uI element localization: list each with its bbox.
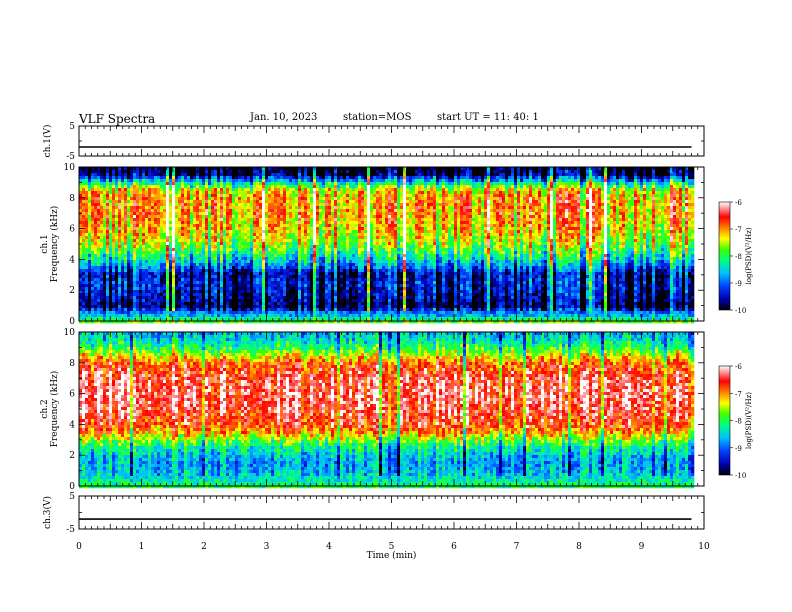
y-tick-label: 10 [64, 163, 76, 173]
x-tick-label: 9 [639, 542, 645, 552]
y-tick-label: 8 [69, 194, 75, 204]
colorbar-tick-label: -8 [735, 253, 742, 261]
y-tick-label: 4 [69, 255, 75, 265]
colorbars: -6 -7 -8 -9 -10 log(PSD)(V²/Hz) -6 -7 -8 -9 -10 log… [718, 199, 753, 480]
x-tick-label: 7 [514, 542, 520, 552]
colorbar-tick-label: -6 [735, 199, 742, 207]
ch1-voltage-ylabel: ch.1(V) [42, 125, 53, 158]
colorbar-tick-label: -10 [735, 472, 746, 480]
axes [78, 125, 705, 530]
x-tick-label: 4 [326, 542, 332, 552]
y-tick-label: 5 [69, 122, 75, 132]
colorbar-tick-label: -10 [735, 307, 746, 315]
ch1-spec-ylabel: ch.1 Frequency (kHz) [40, 206, 60, 283]
ch2-spec-ylabel: ch.2 Frequency (kHz) [40, 371, 60, 448]
colorbar-tick-label: -9 [735, 280, 742, 288]
ch3-voltage-ylabel: ch.3(V) [42, 496, 53, 529]
colorbar-tick-label: -6 [735, 363, 742, 371]
y-tick-label: 10 [64, 328, 76, 338]
x-tick-label: 1 [139, 542, 145, 552]
start-ut-label: start UT = 11: 40: 1 [437, 112, 539, 123]
x-axis-title: Time (min) [367, 550, 417, 561]
x-tick-label: 0 [76, 542, 82, 552]
y-tick-label: -5 [66, 152, 75, 162]
colorbar-tick-label: -9 [735, 445, 742, 453]
colorbar-tick-label: -7 [735, 390, 742, 398]
y-tick-label: 8 [69, 359, 75, 369]
y-tick-label: 6 [69, 390, 75, 400]
ch1-colorbar: -6 -7 -8 -9 -10 log(PSD)(V²/Hz) [718, 199, 753, 315]
x-tick-label: 2 [201, 542, 207, 552]
station-label: station=MOS [343, 112, 411, 123]
ch2-spectrogram-image [79, 332, 695, 489]
y-tick-label: 6 [69, 225, 75, 235]
ch2-colorbar: -6 -7 -8 -9 -10 log(PSD)(V²/Hz) [718, 363, 753, 480]
x-tick-label: 6 [451, 542, 457, 552]
x-tick-label: 8 [576, 542, 582, 552]
colorbar-tick-label: -8 [735, 418, 742, 426]
y-tick-label: 0 [69, 482, 75, 492]
y-tick-label: 0 [69, 317, 75, 327]
date-label: Jan. 10, 2023 [250, 112, 317, 123]
colorbar-label: log(PSD)(V²/Hz) [745, 392, 753, 449]
colorbar-tick-label: -7 [735, 226, 742, 234]
x-tick-label: 3 [264, 542, 270, 552]
y-tick-label: 2 [69, 451, 75, 461]
y-tick-label: -5 [66, 525, 75, 535]
ch1-spectrogram-image [79, 167, 695, 324]
colorbar-label: log(PSD)(V²/Hz) [745, 227, 753, 284]
x-tick-label: 10 [698, 542, 710, 552]
chart-title: VLF Spectra [79, 112, 155, 126]
y-tick-label: 2 [69, 286, 75, 296]
y-tick-label: 4 [69, 420, 75, 430]
voltage-traces [79, 146, 692, 520]
x-tick-label: 5 [389, 542, 395, 552]
y-tick-label: 5 [69, 492, 75, 502]
